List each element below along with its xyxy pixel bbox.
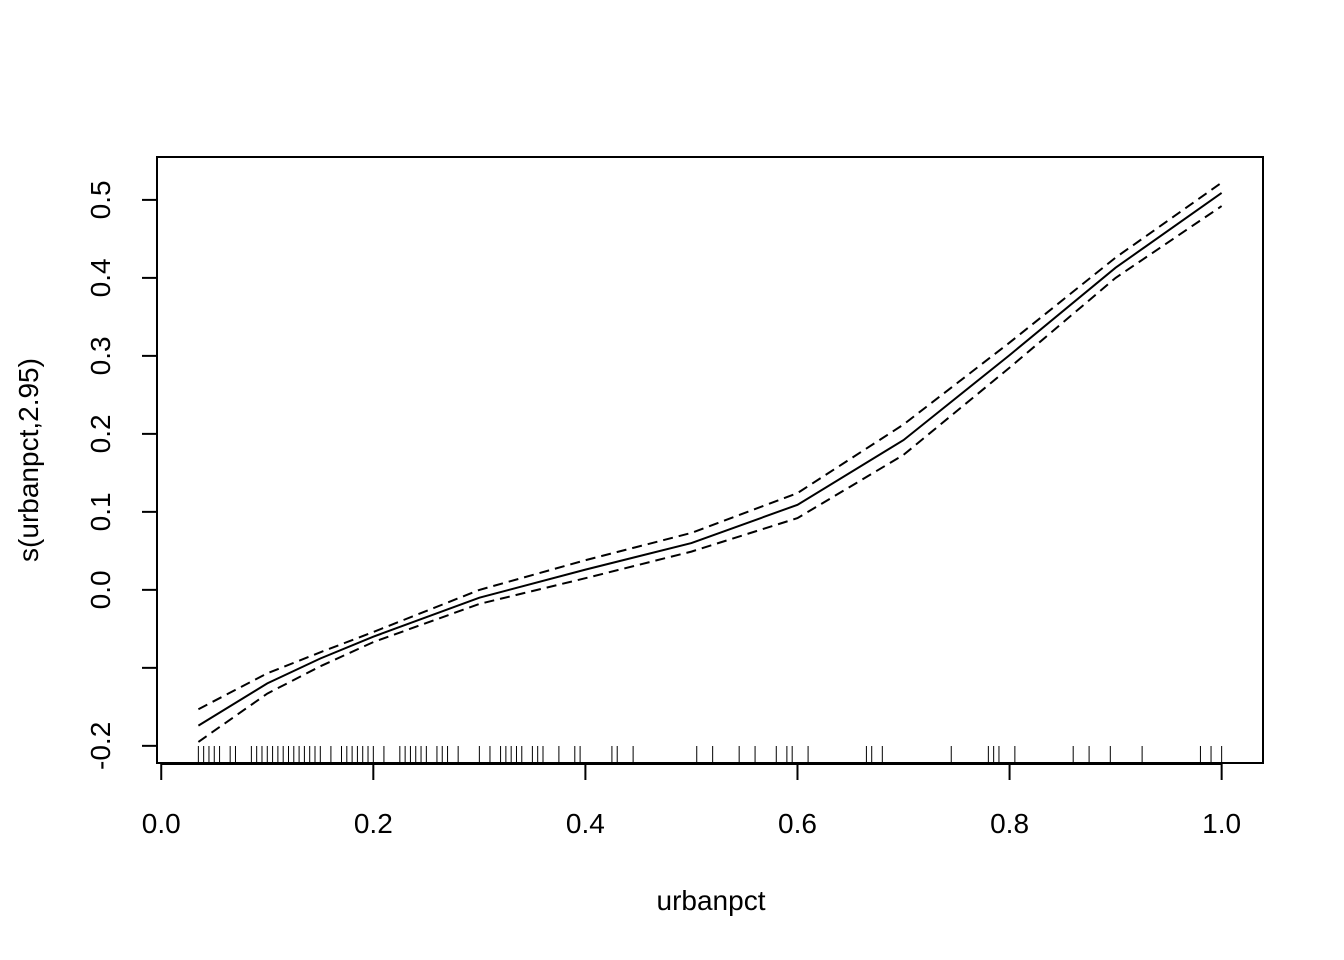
y-tick-label: 0.3	[85, 336, 116, 375]
y-tick-label: 0.4	[85, 258, 116, 297]
fit-line	[197, 205, 1223, 743]
y-tick-label: 0.0	[85, 570, 116, 609]
x-tick-label: 0.8	[990, 808, 1029, 839]
plot-frame	[156, 156, 1264, 764]
x-tick-label: 0.0	[142, 808, 181, 839]
y-tick-label: 0.5	[85, 180, 116, 219]
x-tick-label: 0.4	[566, 808, 605, 839]
fit-line	[197, 192, 1223, 727]
y-tick-label: 0.2	[85, 414, 116, 453]
x-tick-label: 1.0	[1202, 808, 1241, 839]
x-tick-label: 0.6	[778, 808, 817, 839]
y-tick-label: 0.1	[85, 492, 116, 531]
fit-line	[197, 181, 1223, 711]
x-tick-label: 0.2	[354, 808, 393, 839]
x-axis-label: urbanpct	[657, 885, 766, 916]
y-axis-label: s(urbanpct,2.95)	[13, 358, 44, 562]
y-tick-label: -0.2	[85, 722, 116, 770]
